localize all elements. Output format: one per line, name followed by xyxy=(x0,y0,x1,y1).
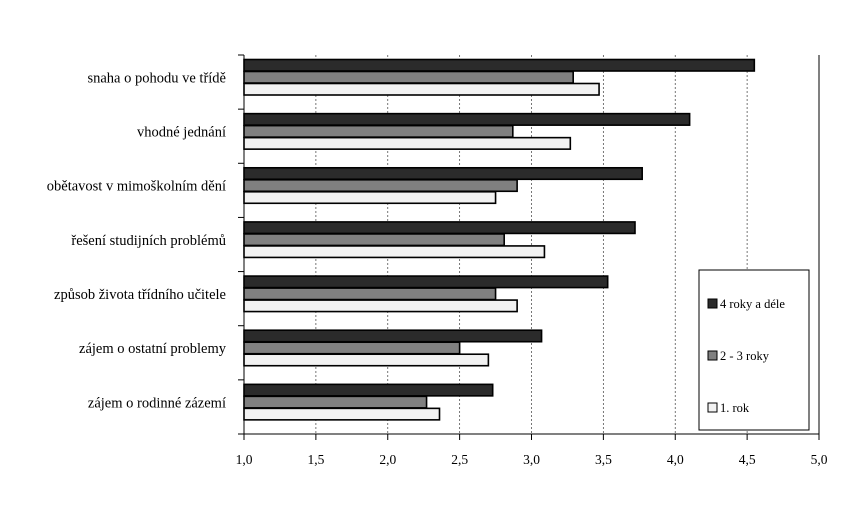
bar xyxy=(243,124,514,138)
bar xyxy=(243,82,600,96)
category-label: řešení studijních problémů xyxy=(71,233,226,249)
category-label: způsob života třídního učitele xyxy=(54,287,226,303)
axes-layer xyxy=(238,54,820,440)
x-tick-label: 3,5 xyxy=(595,452,612,467)
bar xyxy=(243,383,494,397)
x-tick-label: 4,5 xyxy=(739,452,756,467)
bar xyxy=(243,407,441,421)
bar xyxy=(243,190,497,205)
bar xyxy=(243,221,636,235)
x-tick-label: 2,0 xyxy=(379,452,396,467)
x-tick-label: 3,0 xyxy=(523,452,540,467)
labels-layer: snaha o pohodu ve třídě vhodné jednání obě… xyxy=(47,70,828,467)
bars-layer xyxy=(243,58,756,421)
bar xyxy=(243,178,518,193)
bar xyxy=(243,70,574,84)
bar xyxy=(243,112,691,126)
legend-swatch xyxy=(707,298,718,309)
category-label: zájem o ostatní problemy xyxy=(79,341,227,357)
bar xyxy=(243,245,546,259)
category-label: zájem o rodinné zázemí xyxy=(88,395,226,411)
legend-label: 1. rok xyxy=(720,401,750,415)
legend-label: 2 - 3 roky xyxy=(720,349,770,363)
bar xyxy=(243,299,518,313)
bar xyxy=(243,329,543,343)
category-label: obětavost v mimoškolním dění xyxy=(47,179,226,195)
bar xyxy=(243,275,609,289)
bar xyxy=(243,341,461,355)
x-tick-label: 1,0 xyxy=(236,452,253,467)
x-tick-label: 4,0 xyxy=(667,452,684,467)
bar xyxy=(243,166,643,181)
bar xyxy=(243,287,497,301)
bar xyxy=(243,58,756,72)
legend: 4 roky a déle 2 - 3 roky 1. rok xyxy=(698,269,810,431)
x-tick-label: 1,5 xyxy=(307,452,324,467)
category-label: vhodné jednání xyxy=(137,125,226,141)
x-tick-label: 5,0 xyxy=(811,452,828,467)
bar xyxy=(243,136,572,150)
x-tick-label: 2,5 xyxy=(451,452,468,467)
legend-label: 4 roky a déle xyxy=(720,297,785,311)
bar xyxy=(243,395,428,409)
bar xyxy=(243,233,505,247)
legend-swatch xyxy=(707,402,718,413)
category-label: snaha o pohodu ve třídě xyxy=(87,70,226,86)
legend-swatch xyxy=(707,350,718,361)
bar xyxy=(243,353,490,367)
